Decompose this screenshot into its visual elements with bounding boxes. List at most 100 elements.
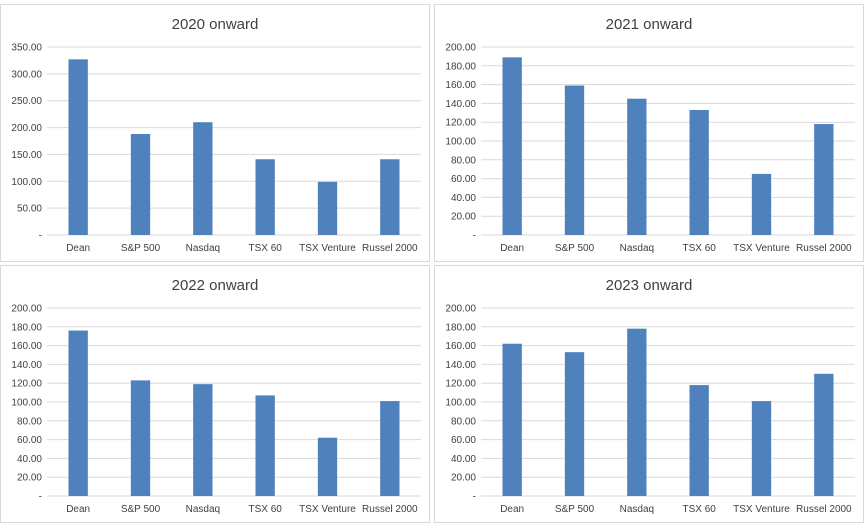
bar bbox=[689, 385, 709, 496]
y-tick-label: 20.00 bbox=[451, 473, 476, 484]
y-tick-label: 180.00 bbox=[445, 61, 476, 72]
y-tick-label: 60.00 bbox=[451, 435, 476, 446]
x-tick-label: Dean bbox=[500, 504, 524, 515]
bar bbox=[193, 384, 213, 496]
bar bbox=[193, 122, 213, 235]
y-tick-label: 200.00 bbox=[445, 304, 476, 315]
y-tick-label: 350.00 bbox=[11, 43, 42, 54]
y-tick-label: 80.00 bbox=[451, 416, 476, 427]
y-tick-label: - bbox=[473, 231, 476, 242]
y-tick-label: 40.00 bbox=[451, 454, 476, 465]
bar bbox=[502, 343, 522, 496]
bar bbox=[317, 181, 338, 235]
chart-title: 2021 onward bbox=[605, 16, 693, 33]
bar bbox=[814, 373, 834, 496]
x-tick-label: TSX Venture bbox=[299, 243, 356, 254]
y-tick-label: 140.00 bbox=[445, 99, 476, 110]
x-tick-label: TSX 60 bbox=[248, 504, 282, 515]
chart-panel-2023: 2023 onward - 20.00 40.00 60.00 80.00 100.00 1… bbox=[434, 265, 864, 523]
y-tick-label: 160.00 bbox=[445, 80, 476, 91]
chart-title: 2020 onward bbox=[171, 16, 259, 33]
y-tick-label: 150.00 bbox=[11, 150, 42, 161]
y-tick-label: 160.00 bbox=[11, 341, 42, 352]
x-tick-label: Nasdaq bbox=[186, 243, 220, 254]
y-tick-label: - bbox=[473, 492, 476, 503]
x-tick-label: TSX 60 bbox=[682, 504, 716, 515]
x-tick-label: Nasdaq bbox=[620, 243, 654, 254]
bar bbox=[68, 330, 88, 496]
y-tick-label: 120.00 bbox=[445, 118, 476, 129]
y-tick-label: 60.00 bbox=[451, 174, 476, 185]
y-tick-label: 40.00 bbox=[17, 454, 42, 465]
bar bbox=[564, 352, 585, 496]
y-tick-label: 80.00 bbox=[451, 155, 476, 166]
chart-title: 2022 onward bbox=[171, 277, 259, 294]
x-tick-label: Nasdaq bbox=[186, 504, 220, 515]
x-tick-label: TSX Venture bbox=[733, 243, 790, 254]
x-tick-label: Dean bbox=[500, 243, 524, 254]
bar bbox=[380, 401, 400, 496]
x-tick-label: S&P 500 bbox=[555, 243, 595, 254]
chart-panel-2021: 2021 onward - 20.00 40.00 60.00 80.00 100.00 1… bbox=[434, 4, 864, 262]
y-tick-label: 160.00 bbox=[445, 341, 476, 352]
bar bbox=[751, 173, 772, 235]
x-tick-label: TSX 60 bbox=[682, 243, 716, 254]
y-tick-label: 300.00 bbox=[11, 69, 42, 80]
x-tick-label: S&P 500 bbox=[555, 504, 595, 515]
y-tick-label: 200.00 bbox=[445, 43, 476, 54]
x-tick-label: Russel 2000 bbox=[362, 243, 418, 254]
bar bbox=[255, 395, 275, 496]
bar bbox=[68, 59, 88, 236]
y-tick-label: 80.00 bbox=[17, 416, 42, 427]
y-tick-label: 200.00 bbox=[11, 304, 42, 315]
bar bbox=[317, 437, 338, 496]
bar bbox=[814, 124, 834, 235]
y-tick-label: 100.00 bbox=[445, 137, 476, 148]
bar bbox=[564, 85, 585, 235]
y-tick-label: 100.00 bbox=[445, 398, 476, 409]
x-tick-label: S&P 500 bbox=[121, 243, 161, 254]
y-tick-label: 120.00 bbox=[11, 379, 42, 390]
bar bbox=[627, 328, 647, 496]
y-tick-label: 20.00 bbox=[17, 473, 42, 484]
bar bbox=[751, 401, 772, 496]
bar bbox=[380, 159, 400, 235]
bar-chart-svg: - 20.00 40.00 60.00 80.00 100.00 120.00 140.00 1… bbox=[445, 43, 855, 254]
x-tick-label: TSX Venture bbox=[733, 504, 790, 515]
y-tick-label: 100.00 bbox=[11, 398, 42, 409]
y-tick-label: - bbox=[39, 492, 42, 503]
y-tick-label: 140.00 bbox=[11, 360, 42, 371]
bar bbox=[502, 57, 522, 236]
chart-panel-2022: 2022 onward - 20.00 40.00 60.00 80.00 100.00 1… bbox=[0, 265, 430, 523]
y-tick-label: 140.00 bbox=[445, 360, 476, 371]
y-tick-label: 40.00 bbox=[451, 193, 476, 204]
x-tick-label: Dean bbox=[66, 243, 90, 254]
bar bbox=[130, 380, 151, 496]
bar-chart-svg: - 20.00 40.00 60.00 80.00 100.00 120.00 140.00 1… bbox=[11, 304, 421, 515]
x-tick-label: TSX Venture bbox=[299, 504, 356, 515]
y-tick-label: 200.00 bbox=[11, 123, 42, 134]
y-tick-label: 20.00 bbox=[451, 212, 476, 223]
y-tick-label: 100.00 bbox=[11, 177, 42, 188]
x-tick-label: S&P 500 bbox=[121, 504, 161, 515]
bar bbox=[689, 109, 709, 235]
y-tick-label: 250.00 bbox=[11, 96, 42, 107]
y-tick-label: - bbox=[39, 231, 42, 242]
x-tick-label: Russel 2000 bbox=[362, 504, 418, 515]
bar-chart-svg: - 50.00 100.00 150.00 200.00 250.00 300.00 350.… bbox=[11, 43, 421, 254]
x-tick-label: Russel 2000 bbox=[796, 504, 852, 515]
x-tick-label: Nasdaq bbox=[620, 504, 654, 515]
bar bbox=[627, 98, 647, 235]
y-tick-label: 180.00 bbox=[11, 322, 42, 333]
x-tick-label: Russel 2000 bbox=[796, 243, 852, 254]
chart-title: 2023 onward bbox=[605, 277, 693, 294]
y-tick-label: 180.00 bbox=[445, 322, 476, 333]
x-tick-label: TSX 60 bbox=[248, 243, 282, 254]
bar bbox=[130, 134, 151, 235]
y-tick-label: 50.00 bbox=[17, 204, 42, 215]
chart-panel-2020: 2020 onward - 50.00 100.00 150.00 200.00 250.… bbox=[0, 4, 430, 262]
bar-chart-svg: - 20.00 40.00 60.00 80.00 100.00 120.00 140.00 1… bbox=[445, 304, 855, 515]
y-tick-label: 60.00 bbox=[17, 435, 42, 446]
bar bbox=[255, 159, 275, 235]
